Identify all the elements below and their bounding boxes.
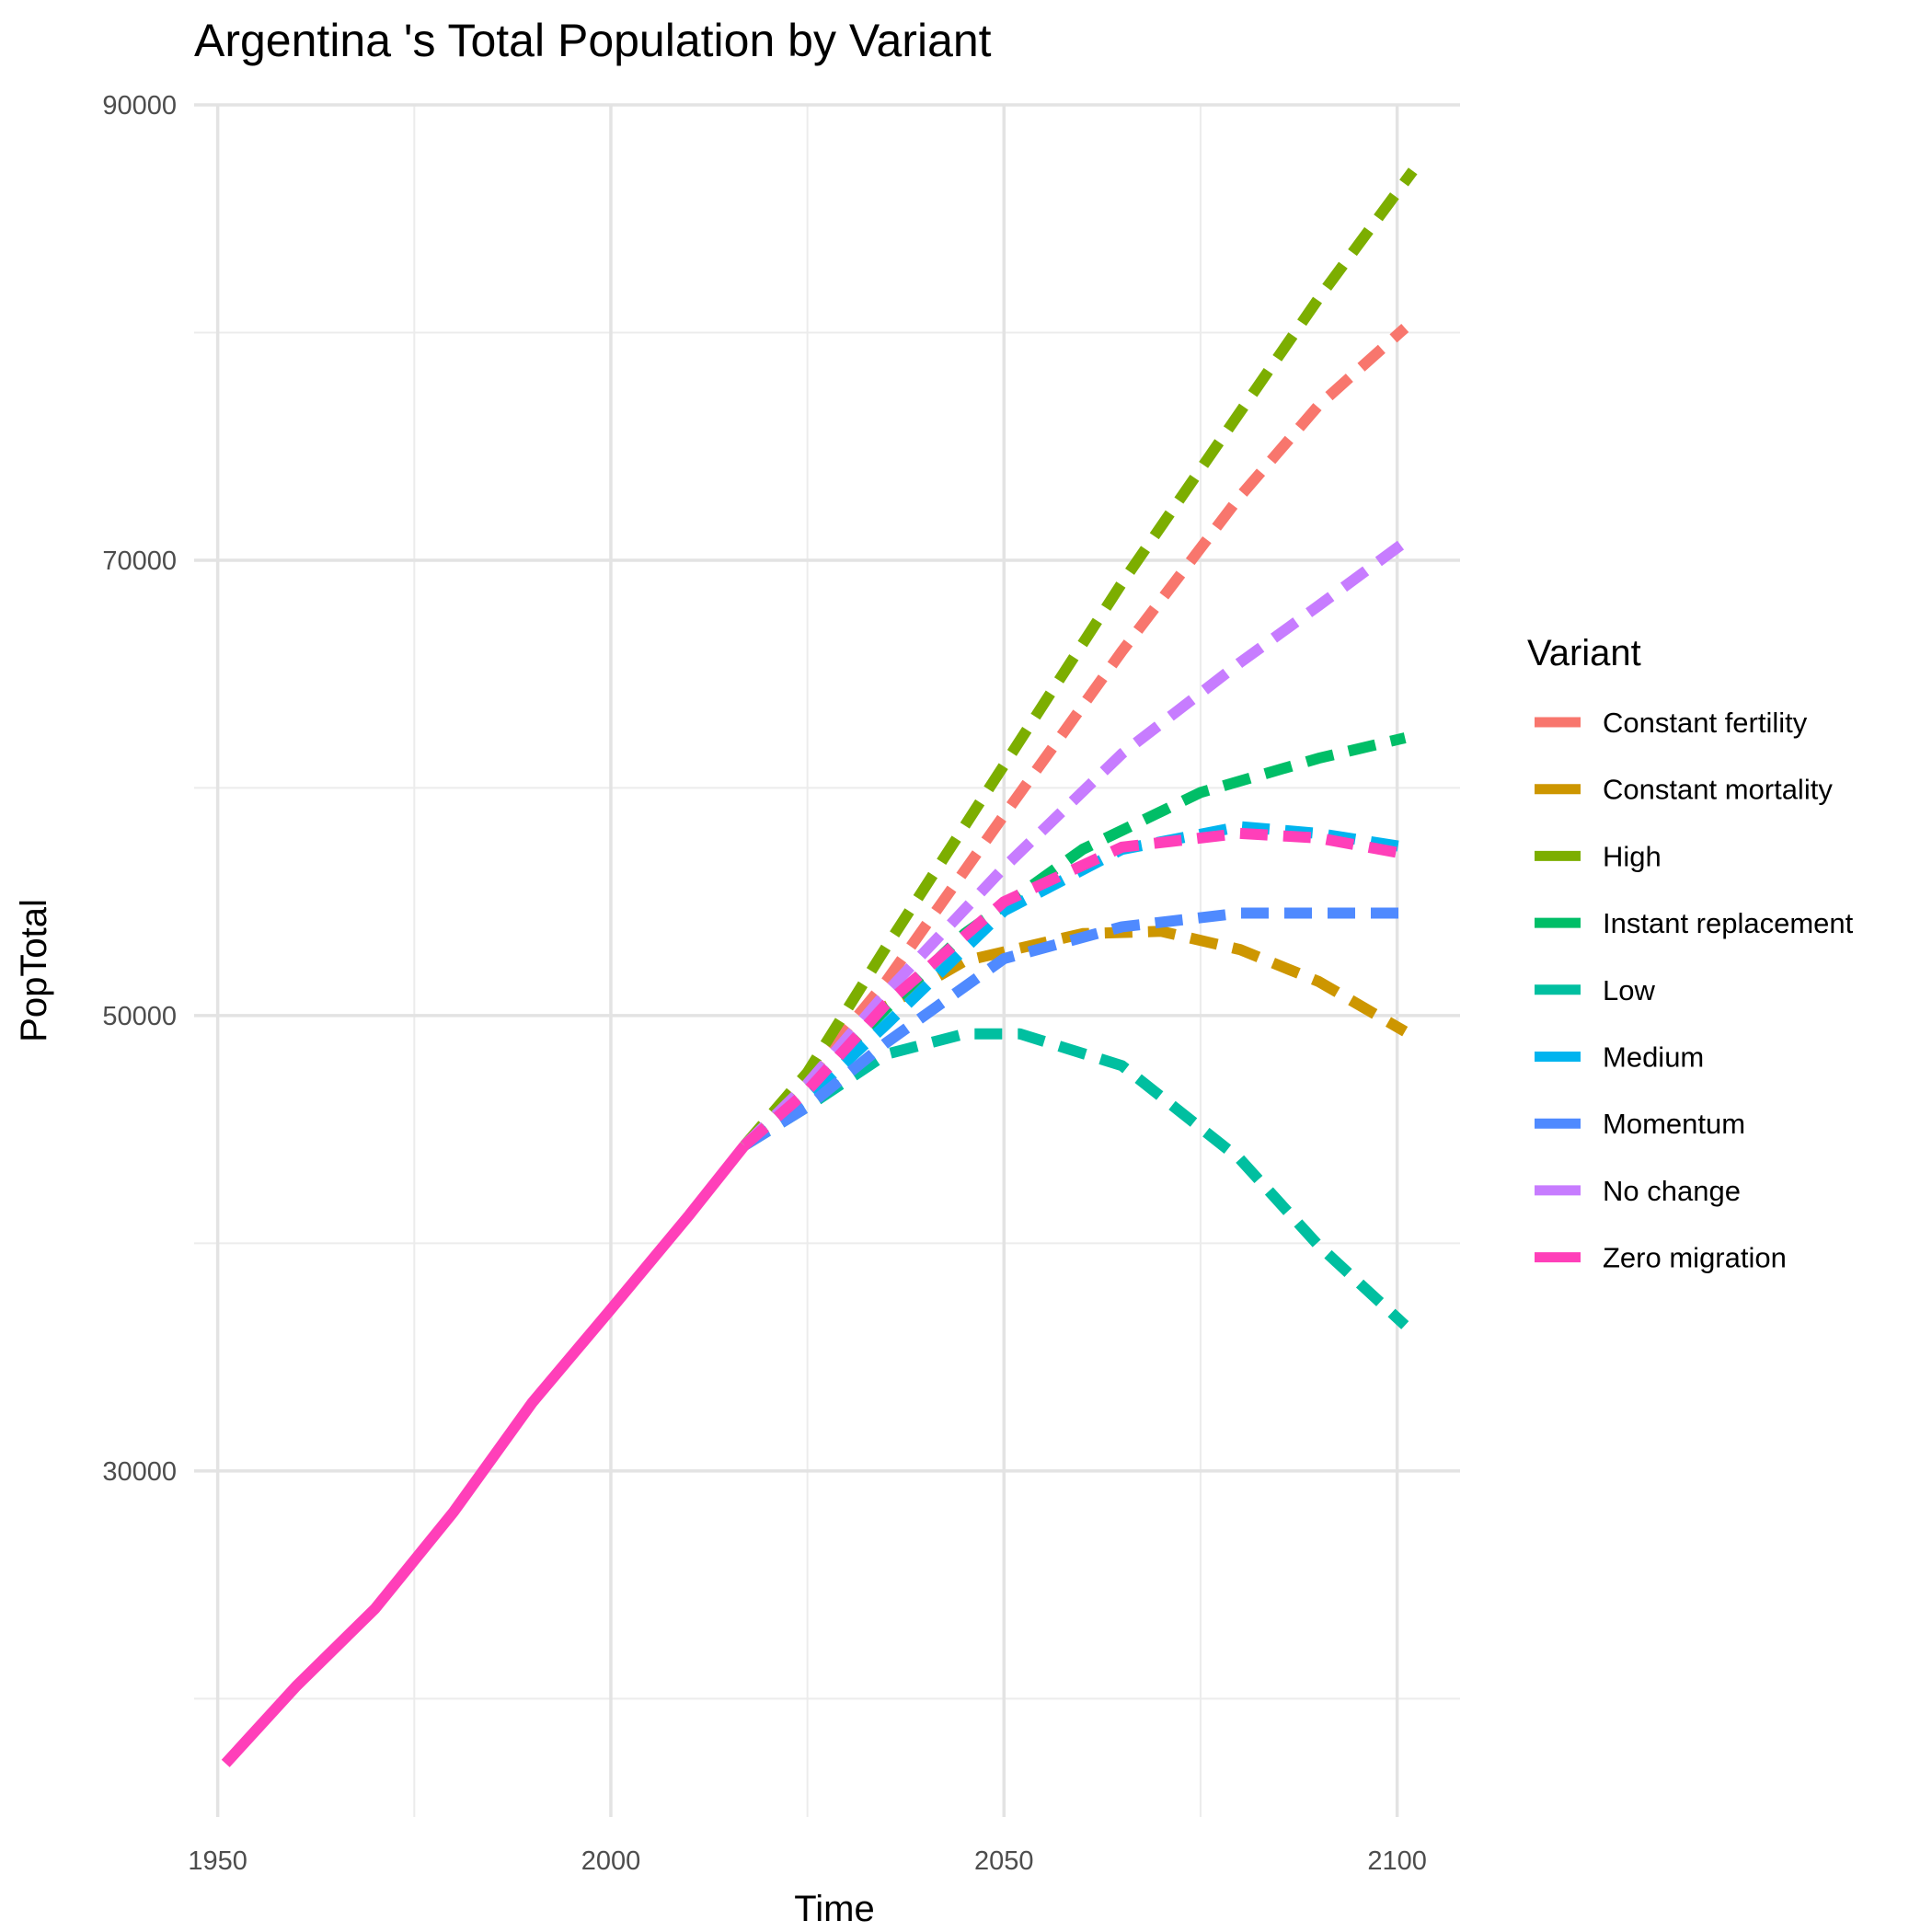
series-line-low <box>742 1028 1409 1329</box>
legend-label: No change <box>1603 1175 1741 1207</box>
legend-label: Zero migration <box>1603 1242 1787 1274</box>
y-tick-label: 50000 <box>102 1002 177 1031</box>
x-axis-title: Time <box>794 1889 874 1929</box>
y-tick-label: 90000 <box>102 91 177 121</box>
series-line-constant-fertility <box>740 324 1409 1150</box>
y-tick-label: 70000 <box>102 546 177 576</box>
y-tick-label: 30000 <box>102 1457 177 1487</box>
chart-title: Argentina 's Total Population by Variant <box>194 15 992 66</box>
legend-item: No change <box>1535 1175 1741 1207</box>
legend-item: Momentum <box>1535 1108 1745 1140</box>
grid-lines <box>194 103 1460 1817</box>
legend-item: High <box>1535 840 1662 872</box>
legend-item: Medium <box>1535 1041 1704 1074</box>
legend-item: Low <box>1535 974 1655 1006</box>
legend-label: Medium <box>1603 1041 1704 1074</box>
legend-label: Momentum <box>1603 1108 1745 1140</box>
legend-item: Zero migration <box>1535 1242 1787 1274</box>
x-tick-label: 1950 <box>188 1846 247 1876</box>
legend-item: Constant mortality <box>1535 774 1833 806</box>
series-lines <box>221 167 1418 1767</box>
legend-item: Instant replacement <box>1535 907 1854 939</box>
x-tick-label: 2100 <box>1367 1846 1427 1876</box>
legend: Variant Constant fertility Constant morta… <box>1527 633 1854 1274</box>
x-tick-label: 2050 <box>974 1846 1034 1876</box>
legend-label: Constant mortality <box>1603 774 1833 806</box>
series-line-zero-migration <box>741 827 1407 1150</box>
series-line-momentum <box>742 907 1406 1151</box>
series-line-high <box>740 167 1418 1149</box>
y-axis-ticks: 30000 50000 70000 90000 <box>102 91 177 1487</box>
legend-label: Instant replacement <box>1603 907 1854 939</box>
legend-item: Constant fertility <box>1535 707 1808 739</box>
legend-label: Constant fertility <box>1603 707 1808 739</box>
y-axis-title: PopTotal <box>14 899 54 1042</box>
legend-title: Variant <box>1527 633 1641 673</box>
legend-label: Low <box>1603 974 1655 1006</box>
legend-label: High <box>1603 840 1662 872</box>
x-tick-label: 2000 <box>581 1846 641 1876</box>
series-line-medium <box>741 821 1407 1150</box>
x-axis-ticks: 1950 2000 2050 2100 <box>188 1846 1427 1876</box>
series-line-historical <box>221 1142 749 1767</box>
